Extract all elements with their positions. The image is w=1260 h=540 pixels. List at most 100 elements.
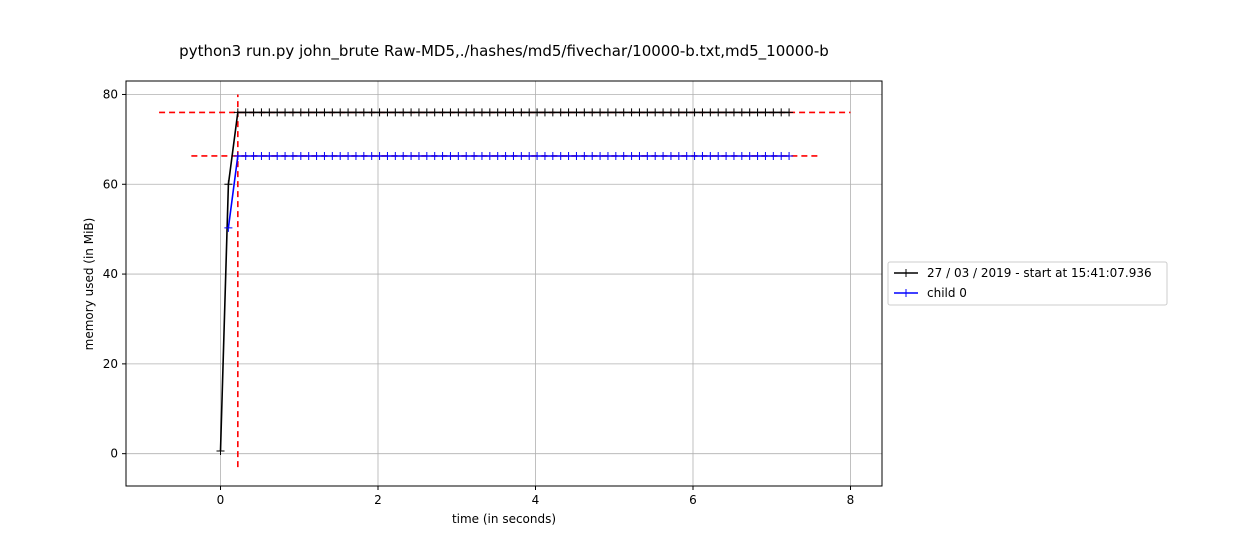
series-layer [216, 108, 794, 455]
data-point-marker [241, 108, 250, 117]
x-tick-label: 8 [847, 493, 855, 507]
data-point-marker [722, 108, 731, 117]
data-point-marker [359, 108, 368, 117]
grid [126, 81, 882, 486]
data-point-marker [698, 108, 707, 117]
data-point-marker [414, 108, 423, 117]
data-point-marker [548, 108, 557, 117]
data-point-marker [399, 108, 408, 117]
data-point-marker [533, 108, 542, 117]
data-point-marker [430, 151, 439, 160]
data-point-marker [690, 108, 699, 117]
data-point-marker [769, 151, 778, 160]
data-point-marker [666, 108, 675, 117]
data-point-marker [257, 108, 266, 117]
data-point-marker [714, 108, 723, 117]
data-point-marker [320, 108, 329, 117]
data-point-marker [265, 151, 274, 160]
data-point-marker [729, 108, 738, 117]
data-point-marker [540, 108, 549, 117]
data-point-marker [745, 151, 754, 160]
data-point-marker [446, 108, 455, 117]
data-point-marker [674, 108, 683, 117]
data-point-marker [698, 151, 707, 160]
data-point-marker [296, 108, 305, 117]
data-point-marker [344, 108, 353, 117]
data-point-marker [367, 108, 376, 117]
reference-lines [159, 94, 851, 468]
data-point-marker [753, 151, 762, 160]
data-point-marker [249, 108, 258, 117]
data-point-marker [462, 151, 471, 160]
data-point-marker [336, 151, 345, 160]
y-tick-label: 40 [103, 267, 118, 281]
data-point-marker [241, 151, 250, 160]
data-point-marker [761, 108, 770, 117]
data-point-marker [375, 108, 384, 117]
data-point-marker [438, 151, 447, 160]
x-axis-label: time (in seconds) [452, 512, 556, 526]
data-point-marker [265, 108, 274, 117]
data-point-marker [659, 108, 668, 117]
data-point-marker [777, 151, 786, 160]
y-axis-ticks: 0 20 40 60 80 [103, 87, 126, 461]
data-point-marker [359, 151, 368, 160]
series-0 [216, 108, 794, 455]
y-tick-label: 20 [103, 357, 118, 371]
data-point-marker [430, 108, 439, 117]
data-point-marker [281, 151, 290, 160]
data-point-marker [722, 151, 731, 160]
data-point-marker [627, 151, 636, 160]
data-point-marker [407, 108, 416, 117]
data-point-marker [643, 108, 652, 117]
x-axis-ticks: 0 2 4 6 8 [217, 486, 855, 507]
data-point-marker [367, 151, 376, 160]
data-point-marker [533, 151, 542, 160]
data-point-marker [635, 108, 644, 117]
data-point-marker [540, 151, 549, 160]
data-point-marker [273, 108, 282, 117]
data-point-marker [375, 151, 384, 160]
data-point-marker [233, 151, 242, 160]
legend-label-main: 27 / 03 / 2019 - start at 15:41:07.936 [927, 266, 1152, 280]
series-1 [224, 151, 794, 232]
data-point-marker [296, 151, 305, 160]
data-point-marker [714, 151, 723, 160]
data-point-marker [588, 108, 597, 117]
data-point-marker [564, 108, 573, 117]
data-point-marker [438, 108, 447, 117]
data-point-marker [509, 151, 518, 160]
data-point-marker [493, 108, 502, 117]
data-point-marker [477, 151, 486, 160]
x-tick-label: 2 [374, 493, 382, 507]
data-point-marker [785, 151, 794, 160]
data-point-marker [635, 151, 644, 160]
data-point-marker [517, 108, 526, 117]
data-point-marker [224, 180, 233, 189]
data-point-marker [761, 151, 770, 160]
data-point-marker [580, 108, 589, 117]
data-point-marker [446, 151, 455, 160]
series-line [219, 111, 790, 452]
legend-label-child: child 0 [927, 286, 967, 300]
data-point-marker [422, 108, 431, 117]
data-point-marker [383, 108, 392, 117]
data-point-marker [336, 108, 345, 117]
data-point-marker [651, 151, 660, 160]
data-point-marker [674, 151, 683, 160]
data-point-marker [572, 108, 581, 117]
data-point-marker [785, 108, 794, 117]
legend-marker-child [902, 289, 910, 297]
data-point-marker [580, 151, 589, 160]
data-point-marker [706, 151, 715, 160]
series-line [227, 155, 790, 228]
data-point-marker [682, 108, 691, 117]
data-point-marker [485, 151, 494, 160]
data-point-marker [525, 108, 534, 117]
chart-title: python3 run.py john_brute Raw-MD5,./hash… [179, 42, 829, 61]
data-point-marker [525, 151, 534, 160]
data-point-marker [777, 108, 786, 117]
data-point-marker [501, 151, 510, 160]
data-point-marker [564, 151, 573, 160]
y-tick-label: 80 [103, 87, 118, 101]
